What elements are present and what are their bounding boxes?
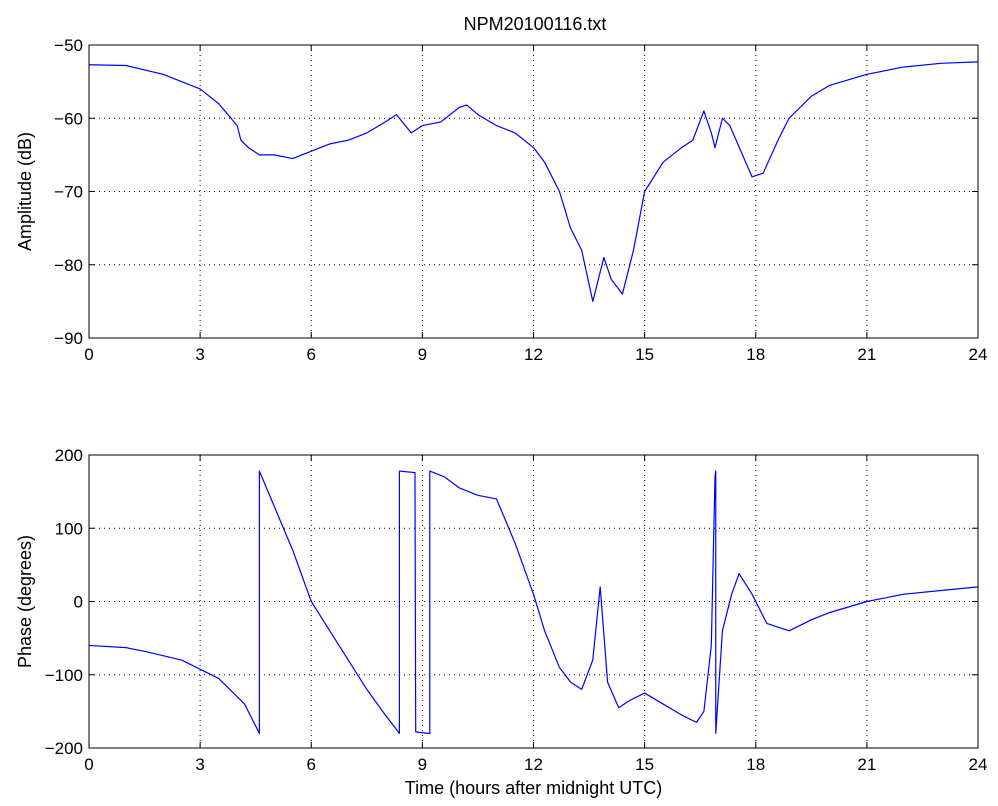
phase-x-tick-label: 18: [746, 755, 765, 774]
phase-x-tick-label: 24: [969, 755, 988, 774]
chart-title: NPM20100116.txt: [464, 14, 607, 34]
phase-y-tick-label: 100: [55, 519, 83, 538]
amplitude-y-tick-label: −70: [54, 183, 83, 202]
phase-x-tick-label: 21: [857, 755, 876, 774]
amplitude-x-tick-label: 21: [857, 345, 876, 364]
amplitude-y-tick-label: −50: [54, 36, 83, 55]
phase-series-line: [88, 470, 979, 734]
amplitude-y-tick-label: −90: [54, 329, 83, 348]
phase-x-tick-label: 3: [195, 755, 204, 774]
amplitude-x-tick-label: 9: [418, 345, 427, 364]
amplitude-series-line: [88, 61, 979, 302]
phase-x-tick-label: 12: [524, 755, 543, 774]
phase-axes: 0 3 6 9 12 15 18 21 24 −200 −100 0 100 200 Phase (degr…: [15, 446, 987, 798]
amplitude-x-tick-label: 6: [307, 345, 316, 364]
phase-x-tick-label: 6: [307, 755, 316, 774]
amplitude-x-tick-label: 3: [195, 345, 204, 364]
amplitude-x-tick-label: 18: [746, 345, 765, 364]
phase-y-tick-label: 200: [55, 446, 83, 465]
amplitude-axes: 0 3 6 9 12 15 18 21 24 −90 −80 −70 −60 −50 Amplitude (…: [15, 36, 987, 364]
amplitude-y-tick-label: −60: [54, 109, 83, 128]
amplitude-x-tick-label: 12: [524, 345, 543, 364]
phase-y-tick-label: 0: [74, 593, 83, 612]
phase-y-tick-label: −200: [45, 739, 83, 758]
phase-x-tick-label: 0: [84, 755, 93, 774]
amplitude-x-tick-label: 24: [969, 345, 988, 364]
phase-y-axis-label: Phase (degrees): [15, 535, 35, 668]
amplitude-x-tick-label: 15: [635, 345, 654, 364]
phase-x-tick-label: 9: [418, 755, 427, 774]
phase-x-axis-label: Time (hours after midnight UTC): [405, 778, 662, 798]
phase-x-tick-label: 15: [635, 755, 654, 774]
phase-y-tick-label: −100: [45, 666, 83, 685]
amplitude-y-tick-label: −80: [54, 256, 83, 275]
amplitude-y-axis-label: Amplitude (dB): [15, 132, 35, 251]
amplitude-x-tick-label: 0: [84, 345, 93, 364]
